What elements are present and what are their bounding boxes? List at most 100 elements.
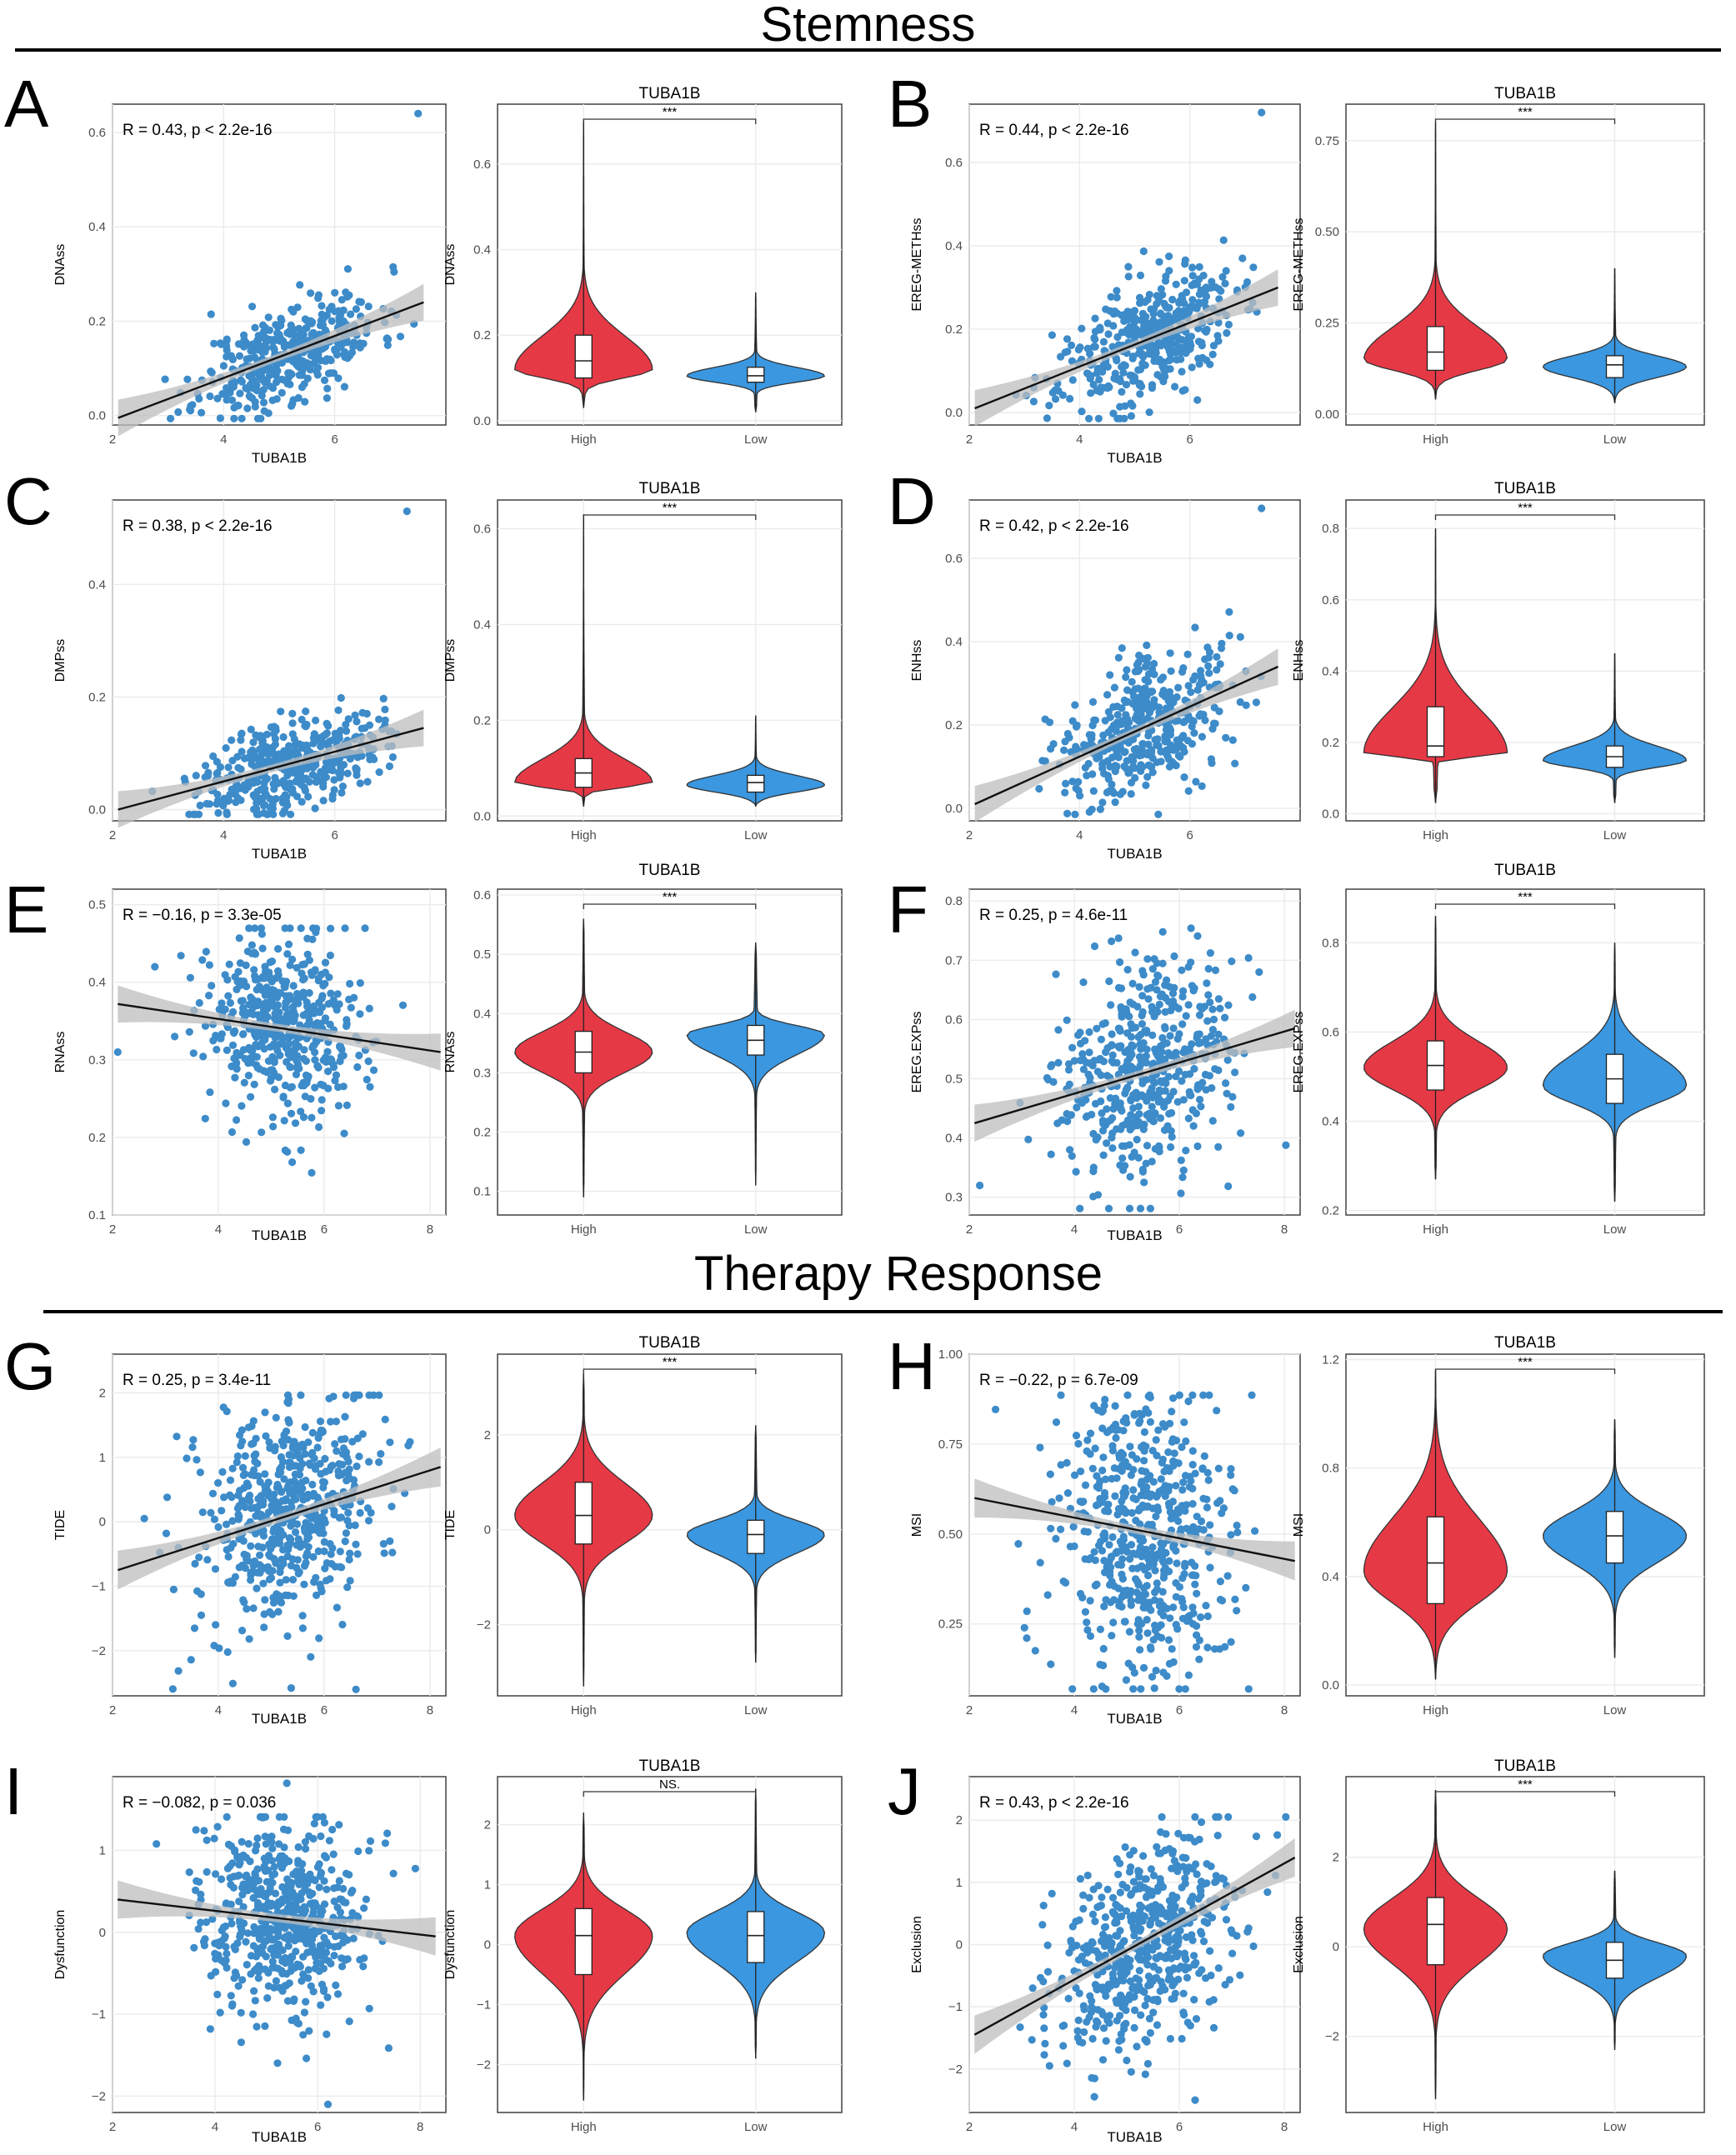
- scatter-point: [321, 326, 329, 334]
- scatter-point: [267, 1902, 275, 1910]
- scatter-point: [1203, 1503, 1211, 1512]
- scatter-point: [1068, 341, 1076, 349]
- scatter-point: [304, 1072, 313, 1081]
- scatter-point: [342, 1529, 350, 1538]
- scatter-point: [1138, 1503, 1147, 1512]
- scatter-point: [1136, 1040, 1144, 1048]
- scatter-point: [285, 1451, 293, 1459]
- scatter-point: [386, 1438, 394, 1447]
- scatter-point: [1165, 316, 1173, 324]
- y-tick-label: 0.2: [945, 322, 963, 337]
- scatter-point: [271, 1085, 279, 1093]
- scatter-point: [266, 958, 274, 967]
- scatter-point: [385, 762, 393, 771]
- scatter-point: [1158, 1033, 1167, 1042]
- scatter-point: [1153, 1585, 1162, 1593]
- scatter-point: [298, 1484, 307, 1492]
- scatter-point: [1227, 1638, 1235, 1646]
- scatter-point: [242, 1138, 251, 1146]
- y-tick-label: 1: [99, 1451, 106, 1465]
- scatter-point: [1153, 735, 1162, 743]
- scatter-point: [307, 317, 315, 325]
- scatter-point: [280, 747, 288, 755]
- scatter-point: [1118, 1065, 1126, 1073]
- scatter-point: [153, 1840, 161, 1848]
- scatter-point: [365, 1391, 373, 1399]
- scatter-point: [278, 1882, 287, 1892]
- scatter-point: [1190, 729, 1198, 738]
- scatter-point: [1117, 1125, 1125, 1133]
- panel-letter-g: G: [4, 1329, 57, 1403]
- scatter-point: [1138, 751, 1146, 759]
- scatter-point: [313, 363, 323, 372]
- scatter-point: [270, 1042, 279, 1051]
- scatter-point: [1063, 1489, 1072, 1498]
- scatter-point: [1145, 1391, 1154, 1399]
- x-tick-label: 2: [966, 432, 973, 447]
- scatter-point: [1185, 1612, 1193, 1620]
- scatter-point: [1103, 1885, 1112, 1893]
- scatter-point: [1088, 1464, 1097, 1472]
- scatter-point: [267, 1545, 275, 1553]
- scatter-point: [292, 1898, 301, 1906]
- scatter-point: [260, 1623, 268, 1632]
- significance-bracket: [583, 903, 757, 909]
- scatter-point: [1166, 1032, 1174, 1040]
- correlation-annotation: R = 0.43, p < 2.2e-16: [123, 122, 273, 139]
- scatter-point: [238, 378, 246, 386]
- scatter-point: [313, 1443, 322, 1452]
- scatter-point: [294, 1535, 303, 1543]
- scatter-point: [1116, 958, 1124, 967]
- scatter-point: [197, 1590, 205, 1598]
- scatter-point: [247, 1884, 255, 1892]
- scatter-point: [253, 799, 261, 808]
- scatter-point: [301, 1422, 309, 1432]
- scatter-point: [189, 1049, 198, 1058]
- scatter-point: [396, 332, 405, 341]
- scatter-point: [228, 1041, 238, 1049]
- scatter-point: [303, 1880, 312, 1888]
- scatter-point: [1086, 1597, 1094, 1605]
- scatter-point: [1099, 731, 1108, 740]
- scatter-point: [1088, 1910, 1098, 1918]
- y-tick-label: 0.6: [945, 156, 963, 170]
- scatter-point: [1123, 1391, 1132, 1399]
- scatter-point: [228, 1464, 237, 1472]
- scatter-point: [1127, 412, 1135, 420]
- scatter-point: [338, 1954, 346, 1962]
- scatter-point: [284, 1040, 293, 1048]
- x-tick-label: Low: [1603, 1222, 1627, 1237]
- significance-label: ***: [663, 105, 678, 119]
- scatter-point: [1143, 659, 1152, 668]
- scatter-point: [321, 1564, 329, 1572]
- scatter-point: [1195, 1636, 1203, 1644]
- scatter-point: [338, 1620, 347, 1629]
- scatter-point: [1072, 742, 1080, 751]
- scatter-point: [1081, 1608, 1089, 1616]
- scatter-point: [318, 1427, 327, 1435]
- scatter-point: [270, 345, 278, 353]
- scatter-point: [1089, 1685, 1098, 1693]
- scatter-point: [1178, 1502, 1186, 1510]
- scatter-point: [250, 1466, 258, 1474]
- scatter-point: [308, 330, 316, 338]
- y-axis-label: Dysfunction: [53, 1910, 68, 1980]
- scatter-point: [1082, 1096, 1090, 1104]
- scatter-point: [1140, 1178, 1148, 1187]
- scatter-point: [203, 799, 211, 808]
- scatter-point: [1187, 688, 1195, 697]
- y-tick-label: 1: [99, 1843, 106, 1858]
- scatter-point: [1133, 1564, 1142, 1572]
- scatter-point: [215, 1005, 223, 1013]
- scatter-point: [353, 1434, 362, 1442]
- scatter-point: [1092, 1136, 1100, 1144]
- scatter-point: [1197, 672, 1205, 681]
- scatter-point: [183, 1454, 191, 1462]
- scatter-point: [1064, 1994, 1073, 2002]
- scatter-point: [310, 1578, 318, 1586]
- scatter-point: [216, 762, 224, 772]
- scatter-point: [239, 1046, 248, 1054]
- scatter-point: [1165, 1467, 1173, 1475]
- scatter-point: [1168, 1408, 1176, 1416]
- scatter-point: [228, 1919, 236, 1928]
